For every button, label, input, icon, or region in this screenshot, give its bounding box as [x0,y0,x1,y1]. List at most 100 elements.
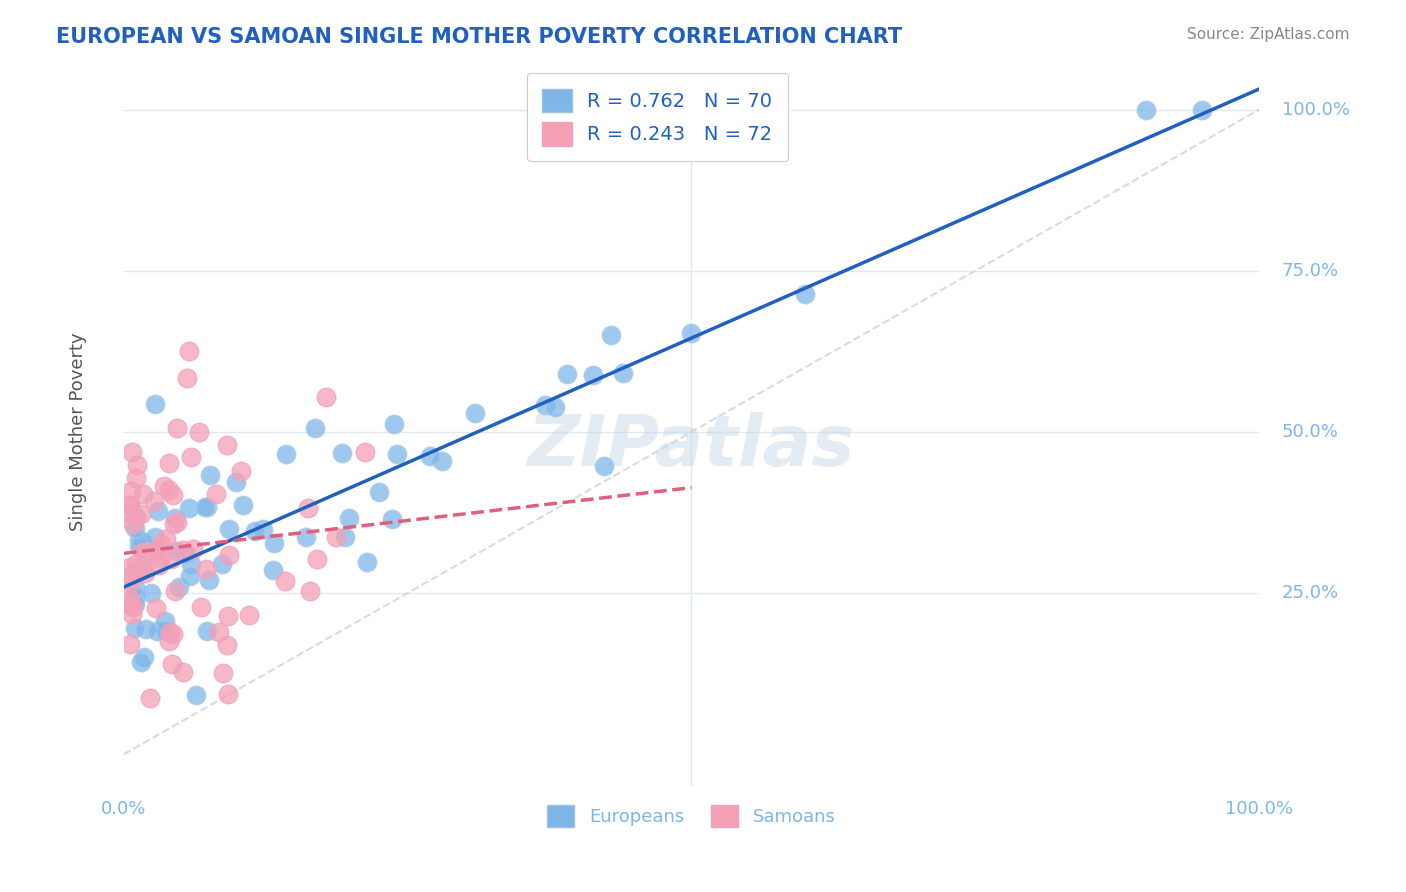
Point [430,453,453,467]
Point [262,563,284,577]
Point [155,624,177,638]
Point [118,498,141,512]
Point [165,584,187,599]
Point [382,417,405,432]
Point [145,600,167,615]
Point [188,425,211,440]
Point [135,545,157,559]
Point [217,438,239,452]
Point [143,530,166,544]
Point [118,569,141,583]
Point [148,558,170,572]
Point [198,467,221,482]
Point [297,501,319,516]
Point [464,406,486,420]
Point [194,500,217,515]
Point [208,624,231,639]
Point [180,450,202,464]
Point [118,576,141,591]
Point [315,390,337,404]
Point [166,515,188,529]
Point [124,597,146,611]
Point [245,524,267,538]
Point [128,540,150,554]
Point [166,544,188,558]
Point [124,590,146,604]
Point [681,326,703,340]
Point [131,487,153,501]
Point [592,458,614,473]
Point [131,562,153,576]
Point [149,537,172,551]
Point [582,368,605,383]
Point [124,621,146,635]
Point [128,533,150,547]
Text: 50.0%: 50.0% [1282,423,1339,441]
Point [125,563,148,577]
Point [337,511,360,525]
Point [160,551,183,566]
Point [177,344,200,359]
Point [179,569,201,583]
Point [132,559,155,574]
Point [1135,103,1157,117]
Point [139,691,162,706]
Text: 75.0%: 75.0% [1282,262,1339,280]
Point [127,458,149,472]
Point [180,558,202,572]
Point [167,580,190,594]
Point [176,371,198,385]
Text: ZIPatlas: ZIPatlas [527,411,855,481]
Point [118,637,141,651]
Point [121,444,143,458]
Point [295,530,318,544]
Point [166,421,188,435]
Text: EUROPEAN VS SAMOAN SINGLE MOTHER POVERTY CORRELATION CHART: EUROPEAN VS SAMOAN SINGLE MOTHER POVERTY… [56,27,903,46]
Text: Source: ZipAtlas.com: Source: ZipAtlas.com [1187,27,1350,42]
Point [330,446,353,460]
Point [238,607,260,622]
Point [195,624,218,638]
Point [172,543,194,558]
Point [194,562,217,576]
Point [146,541,169,555]
Point [612,366,634,380]
Point [205,487,228,501]
Point [232,499,254,513]
Point [134,566,156,580]
Point [195,500,218,515]
Point [157,633,180,648]
Point [159,625,181,640]
Point [419,450,441,464]
Point [127,562,149,576]
Point [544,400,567,414]
Point [118,506,141,520]
Point [217,687,239,701]
Point [146,544,169,558]
Point [217,608,239,623]
Point [149,550,172,565]
Point [157,483,180,498]
Point [118,559,141,574]
Point [155,614,177,628]
Point [165,511,187,525]
Point [124,591,146,606]
Point [162,627,184,641]
Point [263,535,285,549]
Point [534,398,557,412]
Point [155,532,177,546]
Point [124,509,146,524]
Point [125,558,148,572]
Point [131,559,153,574]
Point [146,624,169,638]
Point [118,598,141,612]
Point [217,638,239,652]
Point [353,444,375,458]
Point [118,499,141,513]
Point [174,547,197,561]
Point [160,657,183,671]
Point [211,558,233,572]
Text: Single Mother Poverty: Single Mother Poverty [69,333,87,532]
Point [305,552,328,566]
Point [131,507,153,521]
